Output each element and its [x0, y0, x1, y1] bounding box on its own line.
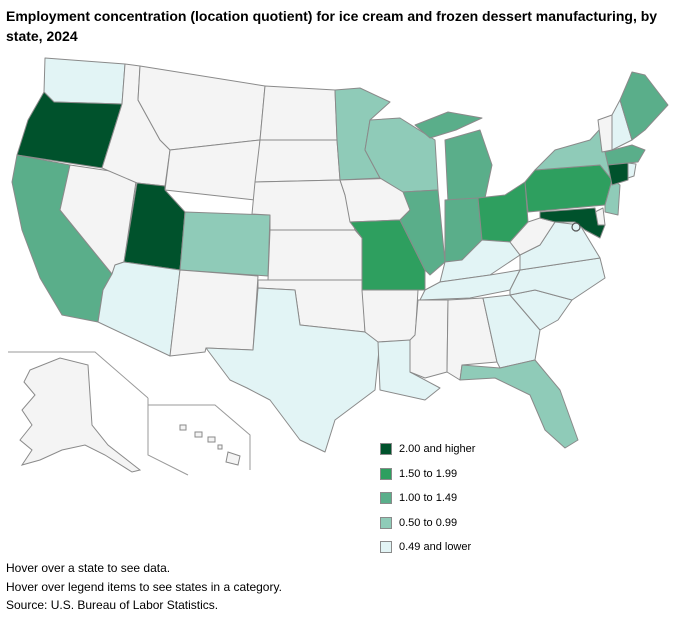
legend-item-0-50-to-0-99[interactable]: 0.50 to 0.99	[380, 515, 475, 531]
state-maine[interactable]	[619, 71, 669, 141]
legend-swatch	[380, 516, 392, 529]
inset-frame	[147, 398, 189, 476]
state-new-mexico[interactable]	[169, 269, 259, 357]
state-kansas[interactable]	[267, 229, 363, 281]
legend-swatch	[380, 443, 392, 455]
map-title: Employment concentration (location quoti…	[6, 8, 658, 44]
state-connecticut[interactable]	[607, 162, 629, 186]
legend-item-2-00-and-higher[interactable]: 2.00 and higher	[380, 441, 475, 457]
state-pennsylvania[interactable]	[524, 164, 613, 213]
state-north-carolina[interactable]	[509, 257, 606, 301]
inset-frame	[148, 404, 251, 470]
legend-swatch	[380, 541, 392, 553]
state-michigan[interactable]	[414, 111, 493, 203]
state-wyoming[interactable]	[164, 139, 261, 201]
legend-item-0-49-and-lower[interactable]: 0.49 and lower	[380, 539, 475, 555]
inset-frame	[8, 351, 149, 399]
legend-label: 2.00 and higher	[399, 443, 476, 455]
state-washington[interactable]	[43, 57, 126, 105]
state-hawaii[interactable]	[179, 424, 241, 466]
state-south-dakota[interactable]	[254, 139, 341, 183]
state-florida[interactable]	[459, 359, 579, 449]
state-illinois[interactable]	[399, 189, 446, 276]
state-maryland[interactable]	[539, 207, 606, 239]
alaska-hawaii-insets	[8, 351, 251, 476]
legend-swatch	[380, 467, 392, 480]
map-legend: 2.00 and higher 1.50 to 1.99 1.00 to 1.4…	[380, 441, 475, 564]
state-colorado[interactable]	[179, 211, 271, 277]
hover-legend-note: Hover over legend items to see states in…	[6, 579, 282, 594]
state-rhode-island[interactable]	[627, 162, 637, 179]
state-arizona[interactable]	[97, 261, 181, 357]
legend-item-1-00-to-1-49[interactable]: 1.00 to 1.49	[380, 490, 475, 506]
legend-label: 1.50 to 1.99	[399, 467, 458, 480]
map-notes: Hover over a state to see data. Hover ov…	[6, 559, 282, 615]
state-texas[interactable]	[205, 287, 381, 453]
state-district-of-columbia[interactable]	[571, 222, 581, 232]
state-massachusetts[interactable]	[604, 144, 646, 166]
legend-label: 1.00 to 1.49	[399, 492, 458, 504]
hover-state-note: Hover over a state to see data.	[6, 561, 171, 575]
legend-item-1-50-to-1-99[interactable]: 1.50 to 1.99	[380, 466, 475, 482]
source-note: Source: U.S. Bureau of Labor Statistics.	[6, 598, 219, 612]
legend-label: 0.49 and lower	[399, 541, 472, 553]
state-north-dakota[interactable]	[259, 85, 338, 141]
legend-label: 0.50 to 0.99	[399, 516, 458, 529]
legend-swatch	[380, 492, 392, 504]
state-alaska[interactable]	[19, 357, 142, 473]
state-arkansas[interactable]	[361, 289, 419, 343]
state-new-jersey[interactable]	[604, 179, 621, 216]
